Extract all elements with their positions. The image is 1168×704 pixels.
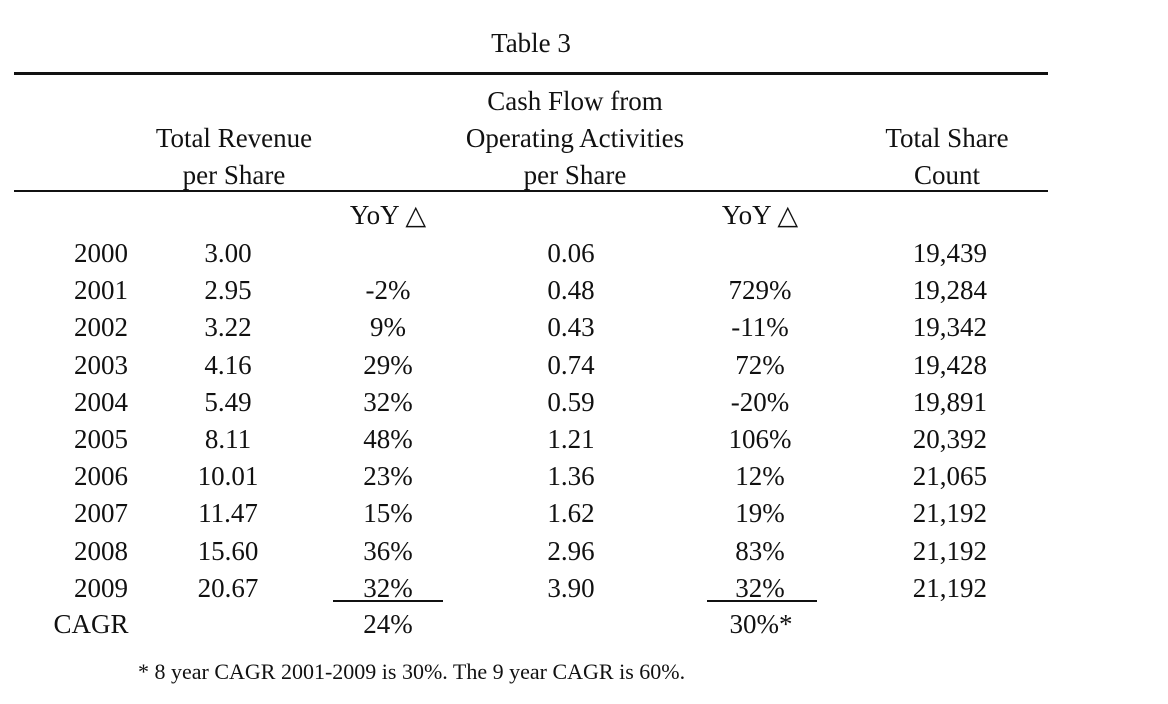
cell-cashflow: 1.36 <box>547 461 595 491</box>
cell-rev-yoy: -2% <box>365 275 411 305</box>
cell-cf-yoy: 729% <box>728 275 792 305</box>
cell-shares: 20,392 <box>912 424 987 454</box>
cell-rev-yoy: 36% <box>363 536 413 566</box>
cell-cashflow: 0.06 <box>547 238 595 268</box>
header-cf-yoy: YoY △ <box>721 200 799 230</box>
cell-year: 2002 <box>74 312 128 342</box>
header-shares-line1: Total Share <box>885 123 1009 153</box>
cell-revenue: 4.16 <box>204 350 252 380</box>
cell-shares: 19,284 <box>912 275 987 305</box>
cagr-rev-yoy: 24% <box>363 609 413 639</box>
cell-year: 2001 <box>74 275 128 305</box>
cell-rev-yoy: 15% <box>363 498 413 528</box>
table-title: Table 3 <box>491 28 571 58</box>
cell-rev-yoy: 23% <box>363 461 413 491</box>
cell-year: 2007 <box>74 498 128 528</box>
header-cashflow-line1: Cash Flow from <box>487 86 663 116</box>
cell-revenue: 3.00 <box>204 238 252 268</box>
cell-shares: 21,192 <box>912 573 987 603</box>
cell-cf-yoy: 83% <box>735 536 785 566</box>
cell-shares: 19,342 <box>912 312 987 342</box>
header-revenue-line2: per Share <box>182 160 286 190</box>
cell-cashflow: 1.62 <box>547 498 595 528</box>
cell-revenue: 20.67 <box>197 573 259 603</box>
cagr-label: CAGR <box>53 609 129 639</box>
cf-yoy-underline <box>707 600 817 602</box>
header-cashflow-line3: per Share <box>523 160 627 190</box>
cell-cf-yoy: 19% <box>735 498 785 528</box>
cell-rev-yoy: 48% <box>363 424 413 454</box>
cell-year: 2006 <box>74 461 128 491</box>
cell-cashflow: 0.59 <box>547 387 595 417</box>
cell-shares: 19,428 <box>912 350 987 380</box>
cell-revenue: 3.22 <box>204 312 252 342</box>
cell-year: 2009 <box>74 573 128 603</box>
cell-year: 2005 <box>74 424 128 454</box>
cell-revenue: 2.95 <box>204 275 252 305</box>
header-rule <box>14 190 1048 192</box>
cell-year: 2008 <box>74 536 128 566</box>
cell-cashflow: 0.48 <box>547 275 595 305</box>
cell-rev-yoy: 9% <box>370 312 406 342</box>
cell-rev-yoy: 32% <box>363 573 413 603</box>
cell-shares: 21,192 <box>912 536 987 566</box>
cell-rev-yoy: 29% <box>363 350 413 380</box>
top-rule <box>14 72 1048 75</box>
header-revenue-line1: Total Revenue <box>155 123 313 153</box>
cell-shares: 19,891 <box>912 387 987 417</box>
rev-yoy-underline <box>333 600 443 602</box>
cell-cashflow: 3.90 <box>547 573 595 603</box>
footnote: * 8 year CAGR 2001-2009 is 30%. The 9 ye… <box>138 659 686 684</box>
cagr-cf-yoy: 30%* <box>729 609 793 639</box>
cell-revenue: 10.01 <box>197 461 259 491</box>
cell-shares: 19,439 <box>912 238 987 268</box>
header-shares-line2: Count <box>913 160 981 190</box>
cell-cashflow: 2.96 <box>547 536 595 566</box>
cell-revenue: 5.49 <box>204 387 252 417</box>
cell-year: 2003 <box>74 350 128 380</box>
cell-cashflow: 1.21 <box>547 424 595 454</box>
cell-revenue: 15.60 <box>197 536 259 566</box>
cell-year: 2000 <box>74 238 128 268</box>
cell-cf-yoy: -11% <box>731 312 789 342</box>
cell-revenue: 11.47 <box>198 498 258 528</box>
cell-shares: 21,065 <box>912 461 987 491</box>
cell-rev-yoy: 32% <box>363 387 413 417</box>
cell-cf-yoy: 72% <box>735 350 785 380</box>
cell-cf-yoy: 32% <box>735 573 785 603</box>
cell-cf-yoy: -20% <box>730 387 790 417</box>
cell-revenue: 8.11 <box>204 424 252 454</box>
cell-cashflow: 0.74 <box>547 350 595 380</box>
cell-shares: 21,192 <box>912 498 987 528</box>
cell-cf-yoy: 106% <box>728 424 792 454</box>
cell-year: 2004 <box>74 387 128 417</box>
header-rev-yoy: YoY △ <box>349 200 427 230</box>
cell-cashflow: 0.43 <box>547 312 595 342</box>
cell-cf-yoy: 12% <box>735 461 785 491</box>
header-cashflow-line2: Operating Activities <box>465 123 685 153</box>
